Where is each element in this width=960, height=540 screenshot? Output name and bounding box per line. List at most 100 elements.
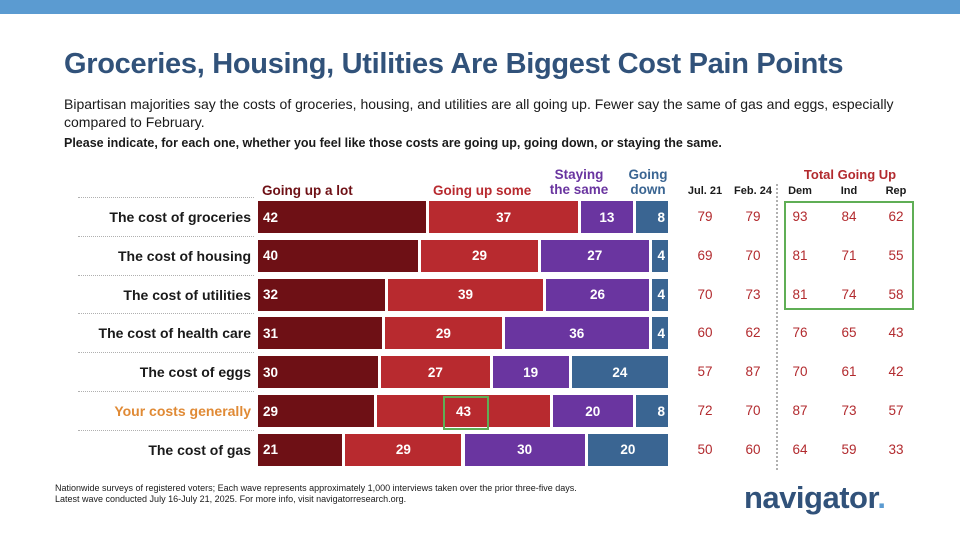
seg-going-up-some: 37 (429, 201, 578, 233)
total-going-up-dem: 81 (792, 247, 808, 263)
seg-going-up-a-lot: 21 (258, 433, 343, 466)
total-going-up-rep: 33 (888, 441, 904, 457)
logo-text: navigator (744, 480, 878, 515)
seg-going-down: 4 (651, 317, 668, 350)
subtitle: Bipartisan majorities say the costs of g… (64, 96, 894, 130)
seg-staying-the-same: 27 (540, 239, 649, 272)
category-label: The cost of eggs (139, 364, 251, 381)
header-staying-line2: the same (549, 182, 609, 197)
column-divider (776, 184, 778, 470)
total-going-up-dem: 87 (792, 403, 808, 418)
header-staying-line1: Staying (554, 167, 604, 182)
colhdr-feb24: Feb. 24 (734, 185, 772, 197)
page-title: Groceries, Housing, Utilities Are Bigges… (64, 48, 844, 80)
total-going-up-jul21: 70 (697, 286, 713, 302)
total-going-up-feb24: 62 (745, 325, 761, 341)
category-label: The cost of groceries (109, 209, 251, 225)
total-going-up-feb24: 70 (745, 247, 761, 263)
total-going-up-dem: 81 (792, 286, 808, 302)
total-going-up-feb24: 79 (745, 209, 761, 224)
seg-going-up-some: 29 (345, 433, 462, 466)
total-going-up-ind: 65 (841, 325, 857, 341)
seg-going-down: 20 (587, 433, 668, 466)
row-separator (78, 429, 254, 431)
seg-staying-the-same: 19 (492, 356, 569, 389)
seg-going-up-a-lot: 31 (258, 317, 383, 350)
seg-going-up-a-lot: 32 (258, 278, 386, 311)
total-going-up-feb24: 60 (745, 441, 761, 457)
header-going-down: Going down (622, 167, 674, 197)
total-going-up-dem: 93 (792, 209, 808, 224)
seg-staying-the-same: 13 (580, 201, 633, 233)
generally-highlight-box (443, 396, 489, 430)
seg-going-up-some: 43 (377, 395, 550, 427)
total-going-up-dem: 70 (792, 364, 808, 380)
partisan-highlight-box (784, 201, 914, 310)
colhdr-ind: Ind (840, 185, 858, 197)
seg-going-up-some: 27 (381, 356, 490, 389)
total-going-up-feb24: 70 (745, 403, 761, 418)
category-label: The cost of housing (118, 247, 251, 264)
row-separator (78, 352, 254, 354)
row-separator (78, 313, 254, 315)
category-label: The cost of gas (148, 441, 251, 458)
seg-staying-the-same: 30 (464, 433, 585, 466)
total-going-up-jul21: 72 (697, 403, 713, 418)
footnote: Nationwide surveys of registered voters;… (55, 483, 577, 504)
seg-going-down: 24 (571, 356, 668, 389)
total-going-up-ind: 71 (841, 247, 857, 263)
seg-staying-the-same: 20 (552, 395, 633, 427)
footnote-line2: Latest wave conducted July 16-July 21, 2… (55, 493, 407, 504)
row-separator (78, 274, 254, 276)
seg-staying-the-same: 26 (545, 278, 650, 311)
total-going-up-jul21: 57 (697, 364, 713, 380)
total-going-up-ind: 61 (841, 364, 857, 380)
header-staying-the-same: Staying the same (548, 167, 610, 197)
total-going-up-rep: 57 (888, 403, 904, 418)
colhdr-dem: Dem (788, 185, 812, 197)
top-accent-bar (0, 0, 960, 14)
category-label: The cost of utilities (123, 286, 251, 303)
total-going-up-ind: 74 (841, 286, 857, 302)
header-going-line1: Going (628, 167, 668, 182)
seg-going-up-a-lot: 42 (258, 201, 427, 233)
colhdr-jul21: Jul. 21 (687, 185, 723, 197)
row-separator (78, 391, 254, 392)
total-going-up-jul21: 79 (697, 209, 713, 224)
seg-going-up-some: 29 (385, 317, 502, 350)
survey-question: Please indicate, for each one, whether y… (64, 136, 722, 150)
category-label: The cost of health care (98, 325, 251, 342)
seg-going-down: 8 (635, 395, 668, 427)
header-total-going-up: Total Going Up (803, 167, 897, 182)
seg-going-up-a-lot: 30 (258, 356, 379, 389)
seg-staying-the-same: 36 (504, 317, 649, 350)
seg-going-up-a-lot: 40 (258, 239, 419, 272)
seg-going-down: 4 (651, 239, 668, 272)
header-going-line2: down (630, 182, 666, 197)
seg-going-down: 4 (652, 278, 668, 311)
total-going-up-ind: 84 (841, 209, 857, 224)
seg-going-down: 8 (635, 201, 668, 233)
total-going-up-feb24: 87 (745, 364, 761, 380)
footnote-line1: Nationwide surveys of registered voters;… (55, 483, 577, 493)
row-separator (78, 197, 254, 198)
row-separator (78, 235, 254, 237)
logo-dot: . (877, 480, 886, 515)
total-going-up-jul21: 69 (697, 247, 713, 263)
header-going-up-some: Going up some (433, 183, 532, 198)
navigator-logo: navigator. (744, 480, 886, 516)
seg-going-up-a-lot: 29 (258, 395, 375, 427)
total-going-up-jul21: 50 (697, 441, 713, 457)
total-going-up-ind: 73 (841, 403, 857, 418)
seg-going-up-some: 39 (388, 278, 543, 311)
total-going-up-rep: 42 (888, 364, 904, 380)
total-going-up-rep: 55 (888, 247, 904, 263)
seg-going-up-some: 29 (421, 239, 538, 272)
colhdr-rep: Rep (885, 185, 907, 197)
header-going-up-a-lot: Going up a lot (262, 183, 353, 198)
total-going-up-jul21: 60 (697, 325, 713, 341)
total-going-up-dem: 76 (792, 325, 808, 341)
total-going-up-dem: 64 (792, 441, 808, 457)
category-label: Your costs generally (114, 403, 251, 419)
total-going-up-rep: 58 (888, 286, 904, 302)
